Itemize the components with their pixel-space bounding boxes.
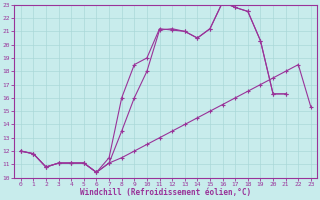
X-axis label: Windchill (Refroidissement éolien,°C): Windchill (Refroidissement éolien,°C) (80, 188, 252, 197)
